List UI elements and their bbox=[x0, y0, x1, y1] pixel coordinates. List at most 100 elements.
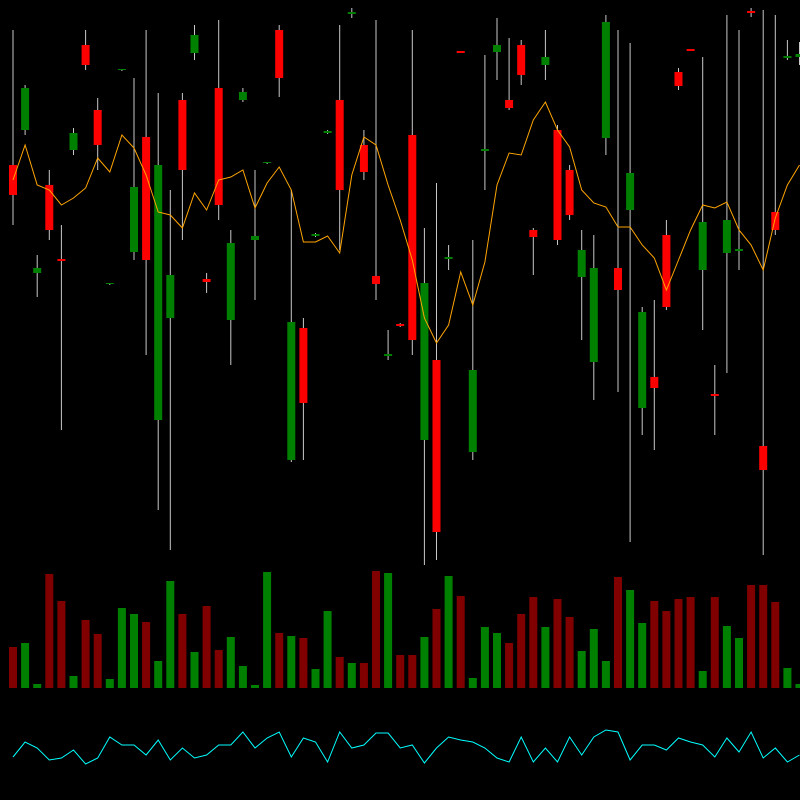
candle-body bbox=[130, 187, 138, 252]
candle-body bbox=[190, 35, 199, 53]
candle-body bbox=[432, 360, 441, 532]
volume-bar bbox=[69, 676, 78, 688]
candle-body bbox=[698, 222, 707, 270]
candle-body bbox=[662, 235, 671, 307]
candle-body bbox=[722, 220, 731, 253]
volume-bar bbox=[190, 652, 199, 688]
candle-body bbox=[238, 92, 247, 100]
volume-bar bbox=[771, 602, 780, 688]
volume-bar bbox=[456, 596, 465, 688]
candle-body bbox=[178, 100, 187, 170]
candle-body bbox=[214, 88, 223, 205]
volume-bar bbox=[299, 638, 308, 688]
volume-bar bbox=[154, 661, 163, 688]
volume-bar bbox=[759, 585, 768, 688]
candle-body bbox=[601, 22, 610, 138]
candle-body bbox=[359, 145, 368, 172]
candle-body bbox=[347, 12, 356, 14]
candle-body bbox=[57, 259, 66, 261]
volume-bar bbox=[93, 634, 102, 688]
volume-bar bbox=[517, 614, 526, 688]
volume-bar bbox=[577, 651, 586, 688]
volume-bar bbox=[444, 576, 453, 688]
candle-body bbox=[480, 149, 489, 151]
candle-body bbox=[505, 100, 514, 108]
volume-bar bbox=[311, 669, 320, 688]
volume-bar bbox=[372, 571, 380, 688]
volume-bar bbox=[710, 597, 719, 688]
volume-bar bbox=[735, 638, 743, 688]
volume-bar bbox=[480, 627, 489, 688]
volume-bar bbox=[795, 684, 800, 688]
volume-bar bbox=[408, 655, 417, 688]
candle-body bbox=[202, 279, 211, 282]
indicator-line bbox=[12, 729, 800, 765]
candle-body bbox=[93, 110, 102, 145]
candle-body bbox=[735, 249, 743, 251]
candle-body bbox=[771, 212, 780, 230]
volume-bar bbox=[505, 643, 514, 688]
volume-bar bbox=[335, 657, 344, 688]
volume-bar bbox=[117, 608, 126, 688]
volume-bar bbox=[698, 671, 707, 688]
volume-bar bbox=[650, 601, 659, 688]
candle-body bbox=[710, 394, 719, 396]
candle-body bbox=[33, 268, 42, 273]
candle-body bbox=[456, 51, 465, 53]
volume-bar bbox=[347, 663, 356, 688]
volume-bar bbox=[674, 599, 683, 688]
volume-bar bbox=[178, 614, 187, 688]
volume-bar bbox=[130, 614, 138, 688]
volume-bar bbox=[9, 647, 17, 688]
volume-bar bbox=[287, 636, 296, 688]
candle-body bbox=[105, 283, 114, 284]
candle-body bbox=[372, 276, 380, 284]
candle-body bbox=[335, 100, 344, 190]
volume-bar bbox=[384, 573, 393, 688]
candle-body bbox=[638, 312, 647, 408]
volume-bar bbox=[529, 597, 538, 688]
volume-bar bbox=[81, 620, 90, 688]
volume-bar bbox=[202, 606, 211, 688]
candle-body bbox=[287, 322, 296, 460]
candle-body bbox=[626, 173, 635, 210]
volume-bar bbox=[662, 611, 671, 688]
candle-body bbox=[21, 88, 30, 130]
candle-body bbox=[517, 45, 526, 75]
volume-bar bbox=[553, 599, 562, 688]
candle-body bbox=[686, 49, 695, 51]
candle-body bbox=[468, 370, 477, 452]
volume-bar bbox=[783, 668, 792, 688]
volume-bar bbox=[396, 655, 405, 688]
candle-body bbox=[783, 56, 792, 58]
candle-body bbox=[154, 165, 163, 420]
volume-bar bbox=[541, 627, 550, 688]
candle-body bbox=[69, 133, 78, 150]
volume-bar bbox=[166, 581, 175, 688]
volume-bar bbox=[638, 623, 647, 688]
volume-bar bbox=[747, 585, 756, 688]
volume-bar bbox=[57, 601, 66, 688]
volume-bar bbox=[33, 684, 42, 688]
volume-bar bbox=[21, 643, 30, 688]
volume-bar bbox=[626, 590, 635, 688]
candle-body bbox=[420, 283, 429, 440]
candle-body bbox=[747, 11, 756, 13]
candle-body bbox=[650, 377, 659, 388]
candle-body bbox=[166, 275, 175, 318]
candle-body bbox=[45, 185, 54, 230]
candle-body bbox=[323, 131, 332, 133]
volume-bar bbox=[589, 629, 598, 688]
volume-bar bbox=[275, 633, 284, 688]
candle-body bbox=[565, 170, 574, 215]
volume-bar bbox=[614, 577, 622, 688]
volume-bar bbox=[601, 661, 610, 688]
volume-bar bbox=[468, 678, 477, 688]
volume-bar bbox=[722, 626, 731, 688]
candle-body bbox=[311, 234, 320, 236]
candle-body bbox=[251, 236, 259, 240]
volume-bar bbox=[359, 663, 368, 688]
candle-body bbox=[614, 268, 622, 290]
